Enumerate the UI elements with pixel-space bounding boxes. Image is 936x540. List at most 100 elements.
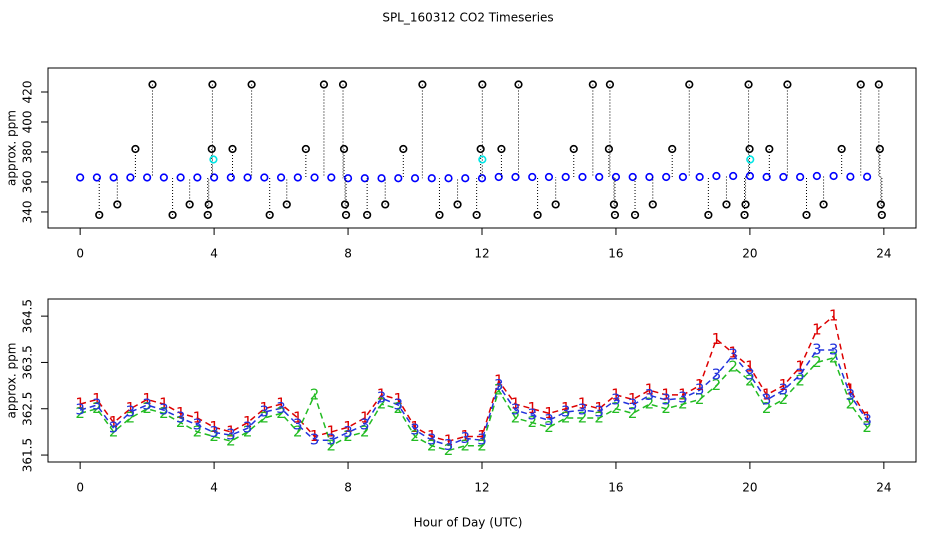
point: [802, 210, 811, 220]
point: [226, 173, 235, 182]
point-symbol: 2: [193, 422, 203, 440]
point: [494, 172, 503, 182]
point-symbol: 3: [327, 431, 337, 449]
point-symbol: 1: [75, 395, 85, 413]
point-symbol: 3: [260, 402, 270, 420]
series-line: [79, 314, 868, 442]
point-symbol: 2: [226, 432, 236, 450]
point: [193, 173, 202, 182]
y-tick-label: 360: [21, 171, 35, 194]
x-tick-label: 8: [344, 481, 352, 495]
point-symbol: 2: [779, 390, 789, 408]
point: [410, 174, 420, 183]
point-symbol: 3: [779, 381, 789, 399]
point-symbol: 2: [427, 436, 437, 454]
point-symbol: 2: [661, 399, 671, 417]
point: [609, 200, 619, 209]
point: [478, 80, 487, 89]
point-symbol: 3: [276, 399, 286, 417]
point: [260, 173, 269, 182]
point-symbol: 3: [142, 396, 152, 414]
point: [209, 155, 218, 164]
series-line: [79, 349, 868, 447]
point-symbol: 3: [594, 402, 604, 420]
y-tick-label: 380: [21, 141, 35, 164]
point: [877, 210, 886, 220]
point-symbol: 3: [829, 340, 839, 358]
point-symbol: 3: [109, 419, 119, 437]
point: [363, 210, 372, 220]
point-symbol: 1: [226, 422, 236, 440]
point-symbol: 3: [226, 426, 236, 444]
point-symbol: 3: [360, 415, 370, 433]
point-symbol: 2: [494, 381, 504, 399]
point-symbol: 3: [762, 390, 772, 408]
point-symbol: 3: [728, 346, 738, 364]
point-symbol: 2: [159, 404, 169, 422]
point-symbol: 1: [193, 409, 203, 427]
point: [819, 200, 828, 209]
point-symbol: 2: [477, 436, 487, 454]
point: [340, 200, 350, 209]
point-symbol: 2: [795, 371, 805, 389]
point-symbol: 1: [377, 385, 387, 403]
point-symbol: 1: [578, 395, 588, 413]
point-symbol: 3: [410, 421, 420, 439]
point: [744, 80, 753, 89]
point-symbol: 2: [293, 422, 303, 440]
point: [208, 80, 217, 89]
point-symbol: 3: [75, 401, 85, 419]
point-symbol: 3: [243, 419, 253, 437]
point-symbol: 2: [829, 348, 839, 366]
point-symbol: 2: [712, 376, 722, 394]
point-symbol: 3: [394, 396, 404, 414]
y-tick-label: 362.5: [21, 392, 35, 426]
point: [875, 144, 884, 154]
point-symbol: 1: [142, 390, 152, 408]
point: [779, 172, 788, 182]
point: [610, 210, 620, 220]
point: [435, 210, 444, 220]
point-symbol: 3: [661, 390, 671, 408]
point: [339, 144, 349, 154]
point-symbol: 1: [762, 385, 772, 403]
point: [497, 144, 506, 154]
point-symbol: 2: [561, 409, 571, 427]
x-tick-label: 24: [876, 247, 891, 261]
point-symbol: 3: [812, 340, 822, 358]
point: [228, 144, 237, 154]
point: [863, 172, 872, 181]
point: [722, 200, 731, 209]
point: [377, 174, 386, 183]
point: [628, 172, 637, 182]
point-symbol: 1: [494, 371, 504, 389]
point: [746, 155, 755, 164]
point-symbol: 1: [561, 399, 571, 417]
point-symbol: 1: [260, 399, 270, 417]
x-tick-label: 0: [76, 481, 84, 495]
point-symbol: 2: [594, 409, 604, 427]
point: [444, 174, 453, 183]
x-tick-label: 20: [742, 481, 757, 495]
point-symbol: 2: [578, 409, 588, 427]
point: [204, 200, 213, 209]
point: [472, 210, 481, 220]
point: [293, 173, 302, 182]
point-symbol: 1: [293, 409, 303, 427]
point: [168, 210, 177, 220]
point-symbol: 1: [209, 418, 219, 436]
point: [837, 144, 846, 154]
point: [605, 80, 615, 89]
point-symbol: 2: [410, 427, 420, 445]
x-tick-label: 12: [474, 247, 489, 261]
point-symbol: 3: [126, 402, 136, 420]
point-symbol: 1: [477, 427, 487, 445]
point-symbol: 3: [544, 411, 554, 429]
point: [310, 173, 319, 182]
x-tick-label: 4: [210, 481, 218, 495]
point-symbol: 2: [762, 399, 772, 417]
point-symbol: 3: [678, 389, 688, 407]
point: [113, 200, 122, 209]
point-symbol: 1: [611, 385, 621, 403]
